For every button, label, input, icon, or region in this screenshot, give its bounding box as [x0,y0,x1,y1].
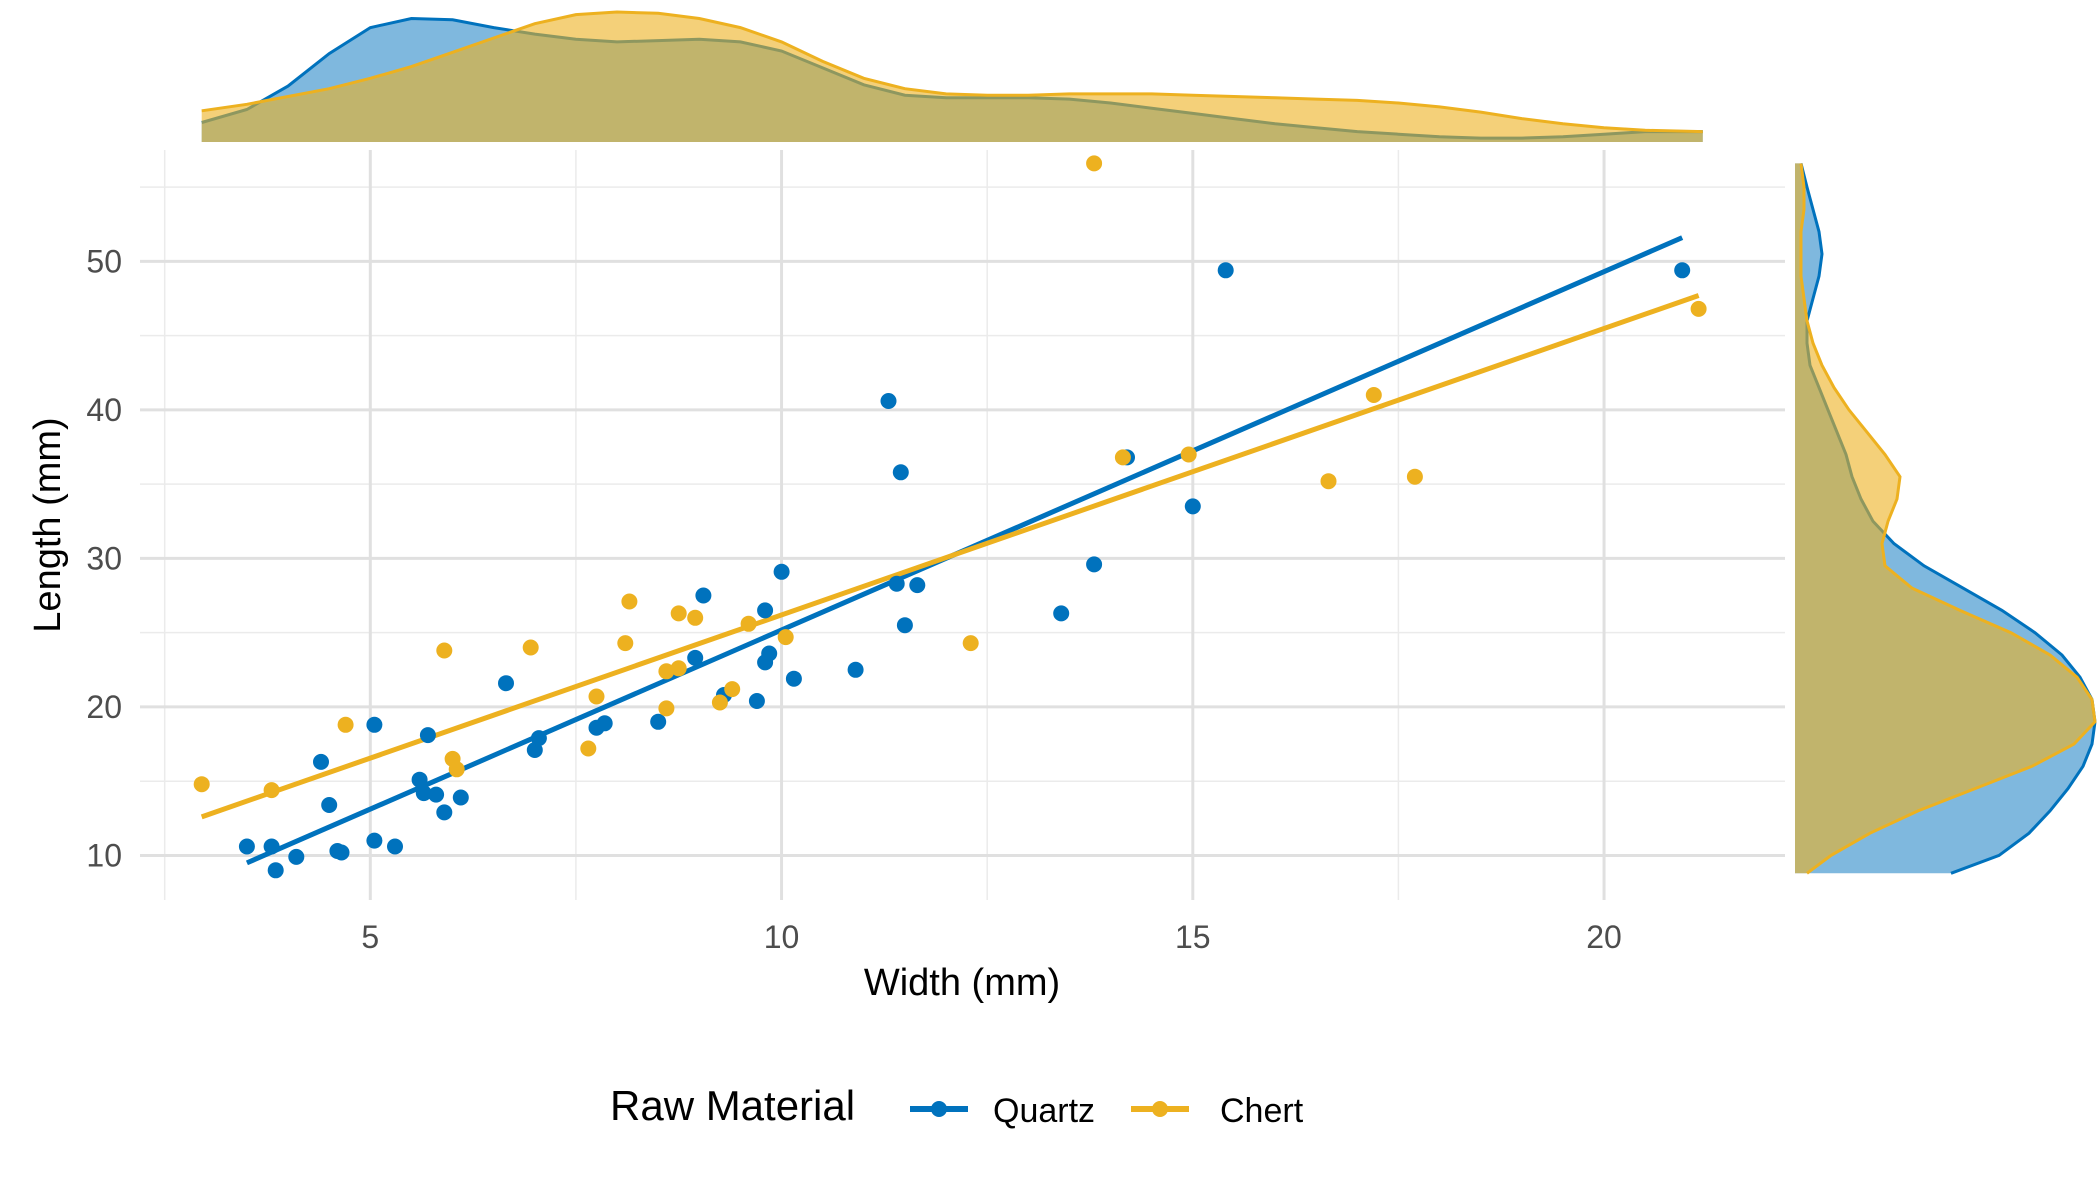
data-point-quartz [436,804,453,821]
data-point-chert [1086,155,1103,172]
x-tick-label: 15 [1175,919,1211,955]
data-point-quartz [880,393,897,409]
data-point-quartz [419,727,436,744]
y-axis-title: Length (mm) [27,417,69,632]
legend-key-chert-point [1152,1101,1168,1117]
data-point-quartz [596,715,613,732]
data-point-quartz [366,832,383,849]
data-point-quartz [530,730,547,747]
data-point-quartz [909,577,926,594]
data-point-chert [670,660,687,677]
data-point-chert [1690,300,1707,317]
data-point-quartz [1086,556,1103,573]
data-point-quartz [415,785,432,802]
data-point-chert [580,740,597,757]
data-point-quartz [650,713,667,730]
regression-lines [200,235,1700,866]
x-tick-label: 20 [1586,919,1622,955]
data-point-chert [436,642,453,659]
legend-title: Raw Material [610,1082,855,1129]
data-point-quartz [411,771,428,788]
right-density-line-chert [1799,163,2097,875]
data-point-chert [658,700,675,717]
y-tick-label: 50 [86,243,122,279]
data-point-quartz [761,645,778,662]
data-point-quartz [687,649,704,666]
legend: Raw Material Quartz Chert [610,1082,1304,1130]
data-point-quartz [333,844,350,861]
top-density-area-chert [201,12,1703,142]
data-point-quartz [1217,262,1234,279]
data-point-quartz [896,617,913,634]
data-point-chert [263,782,280,799]
data-point-quartz [498,675,514,692]
data-point-quartz [888,575,905,592]
data-point-chert [621,593,638,610]
data-point-chert [962,635,979,652]
data-point-chert [588,688,605,705]
data-point-chert [724,681,741,698]
data-point-quartz [313,753,329,770]
data-point-quartz [366,716,383,733]
data-point-quartz [288,848,305,865]
y-tick-label: 20 [86,689,122,725]
data-point-chert [337,716,354,733]
grid-lines [140,150,1785,900]
data-point-quartz [748,693,765,709]
legend-label-quartz: Quartz [993,1092,1095,1130]
y-tick-label: 30 [86,540,122,576]
data-point-chert [658,663,675,680]
data-point-quartz [695,587,712,604]
data-point-quartz [238,838,255,855]
data-point-chert [670,605,687,622]
data-point-chert [1180,446,1197,463]
data-point-chert [193,776,210,793]
right-density-area-chert [1795,163,2095,874]
fit-line-chert [200,293,1700,820]
data-point-chert [1406,468,1423,485]
data-point-quartz [267,862,284,879]
data-point-chert [687,609,704,626]
data-point-quartz [1184,498,1201,515]
data-point-chert [1114,449,1131,466]
data-point-quartz [452,789,469,806]
legend-label-chert: Chert [1220,1092,1304,1130]
legend-key-quartz-point [931,1101,947,1117]
data-point-quartz [847,661,864,678]
y-tick-label: 40 [86,392,122,428]
data-point-chert [522,639,539,656]
x-tick-label: 5 [361,919,379,955]
data-point-chert [740,615,757,632]
data-point-chert [1320,473,1337,490]
data-point-chert [448,761,465,778]
data-point-quartz [387,838,403,855]
data-point-chert [617,635,634,652]
data-points [193,155,1707,879]
x-axis-title: Width (mm) [864,962,1060,1004]
data-point-quartz [892,464,909,481]
data-point-quartz [1053,605,1070,622]
tick-labels: 5 10 15 20 10 20 30 40 50 [86,243,1621,955]
data-point-quartz [757,602,774,619]
top-marginal-density [201,10,1703,142]
data-point-quartz [785,670,802,687]
data-point-chert [711,694,728,711]
top-density-line-chert [201,10,1703,134]
right-marginal-density [1795,163,2097,875]
legend-key-chert [1131,1101,1189,1117]
x-tick-label: 10 [764,919,800,955]
data-point-quartz [773,563,790,580]
data-point-quartz [321,797,338,813]
data-point-quartz [1674,262,1691,279]
data-point-chert [1365,387,1382,403]
data-point-quartz [263,838,280,855]
y-tick-label: 10 [86,837,122,873]
data-point-quartz [428,786,445,803]
legend-key-quartz [910,1101,968,1117]
data-point-chert [777,629,794,646]
